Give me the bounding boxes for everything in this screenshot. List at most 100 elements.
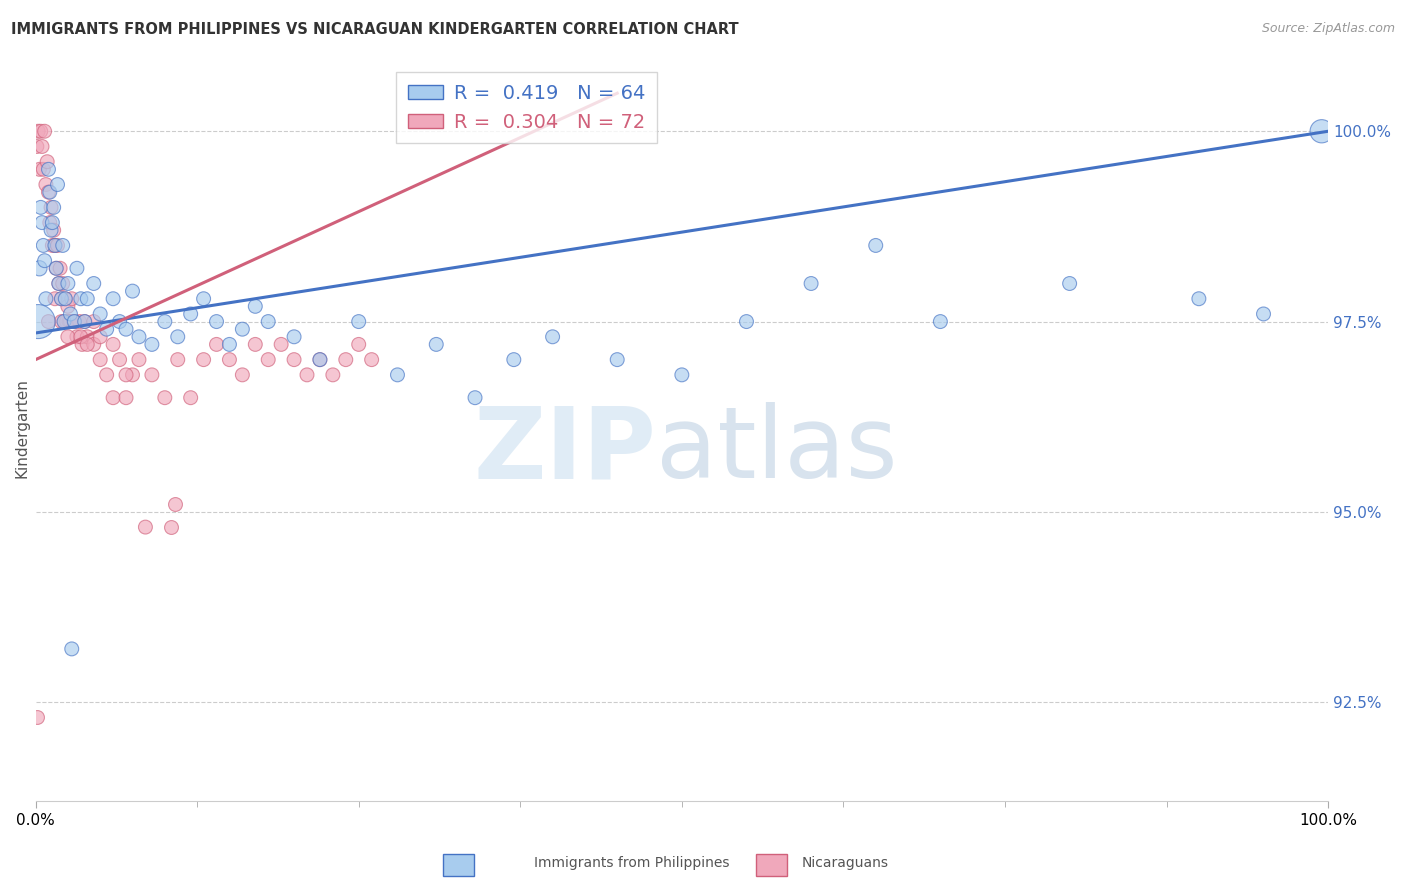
Point <box>108 315 131 329</box>
Point <box>283 330 305 344</box>
Point <box>141 337 163 351</box>
Point <box>53 292 76 306</box>
Point <box>153 315 176 329</box>
Point <box>96 368 118 382</box>
Point <box>34 124 56 138</box>
Point <box>28 261 51 276</box>
Point <box>38 185 60 199</box>
Point <box>44 238 66 252</box>
Point <box>360 352 382 367</box>
Point <box>39 223 62 237</box>
Point <box>53 292 76 306</box>
Point <box>73 315 96 329</box>
Point <box>37 185 59 199</box>
Point <box>606 352 628 367</box>
Point <box>27 124 49 138</box>
Point <box>335 352 357 367</box>
Point <box>166 352 188 367</box>
Point <box>128 352 150 367</box>
Point <box>865 238 887 252</box>
Point <box>76 292 98 306</box>
Legend: R =  0.419   N = 64, R =  0.304   N = 72: R = 0.419 N = 64, R = 0.304 N = 72 <box>396 72 658 144</box>
Point <box>800 277 823 291</box>
Y-axis label: Kindergarten: Kindergarten <box>15 378 30 478</box>
Point <box>309 352 332 367</box>
Point <box>27 710 49 724</box>
Point <box>69 315 91 329</box>
Text: Source: ZipAtlas.com: Source: ZipAtlas.com <box>1261 22 1395 36</box>
Point <box>1188 292 1211 306</box>
Point <box>101 292 124 306</box>
Point <box>63 315 86 329</box>
Point <box>45 261 67 276</box>
Point <box>218 337 240 351</box>
Point <box>671 368 693 382</box>
Point <box>108 352 131 367</box>
Point <box>101 391 124 405</box>
Point <box>121 284 143 298</box>
Point <box>44 292 66 306</box>
Point <box>270 337 292 351</box>
Point <box>1059 277 1081 291</box>
Point <box>53 315 76 329</box>
Point <box>52 238 75 252</box>
Point <box>49 261 72 276</box>
Point <box>30 124 52 138</box>
Point <box>42 200 65 214</box>
Point <box>60 641 83 656</box>
Point <box>180 391 202 405</box>
Point <box>134 520 156 534</box>
Point <box>101 337 124 351</box>
Point <box>115 391 138 405</box>
Point <box>58 315 80 329</box>
Point <box>929 315 952 329</box>
Point <box>89 352 111 367</box>
Point <box>41 216 63 230</box>
Point <box>51 315 73 329</box>
Text: atlas: atlas <box>657 402 897 499</box>
Point <box>73 315 96 329</box>
Point <box>205 337 228 351</box>
Point <box>46 238 69 252</box>
Point <box>283 352 305 367</box>
Text: IMMIGRANTS FROM PHILIPPINES VS NICARAGUAN KINDERGARTEN CORRELATION CHART: IMMIGRANTS FROM PHILIPPINES VS NICARAGUA… <box>11 22 740 37</box>
Point <box>1253 307 1275 321</box>
Point <box>30 200 52 214</box>
Point <box>218 352 240 367</box>
Point <box>63 315 86 329</box>
Point <box>193 292 215 306</box>
Point <box>56 277 79 291</box>
Point <box>60 292 83 306</box>
Point <box>141 368 163 382</box>
Point <box>165 497 187 511</box>
Point <box>115 322 138 336</box>
Point <box>39 200 62 214</box>
Point <box>193 352 215 367</box>
Point <box>41 238 63 252</box>
Point <box>69 330 91 344</box>
Point <box>245 299 267 313</box>
Point <box>55 315 77 329</box>
Point <box>257 352 280 367</box>
Point <box>32 162 55 177</box>
Point <box>37 162 59 177</box>
Point <box>31 139 53 153</box>
Point <box>48 277 70 291</box>
Point <box>46 178 69 192</box>
Point <box>76 337 98 351</box>
Text: Immigrants from Philippines: Immigrants from Philippines <box>534 855 730 870</box>
Point <box>25 139 48 153</box>
Point <box>89 330 111 344</box>
Point <box>37 154 59 169</box>
Point <box>322 368 344 382</box>
Point <box>128 330 150 344</box>
Point <box>28 162 51 177</box>
Point <box>464 391 486 405</box>
Point <box>51 292 73 306</box>
Point <box>27 315 49 329</box>
Point <box>83 337 105 351</box>
Text: Nicaraguans: Nicaraguans <box>801 855 889 870</box>
Point <box>1310 124 1333 138</box>
Point <box>83 277 105 291</box>
Point <box>69 292 91 306</box>
